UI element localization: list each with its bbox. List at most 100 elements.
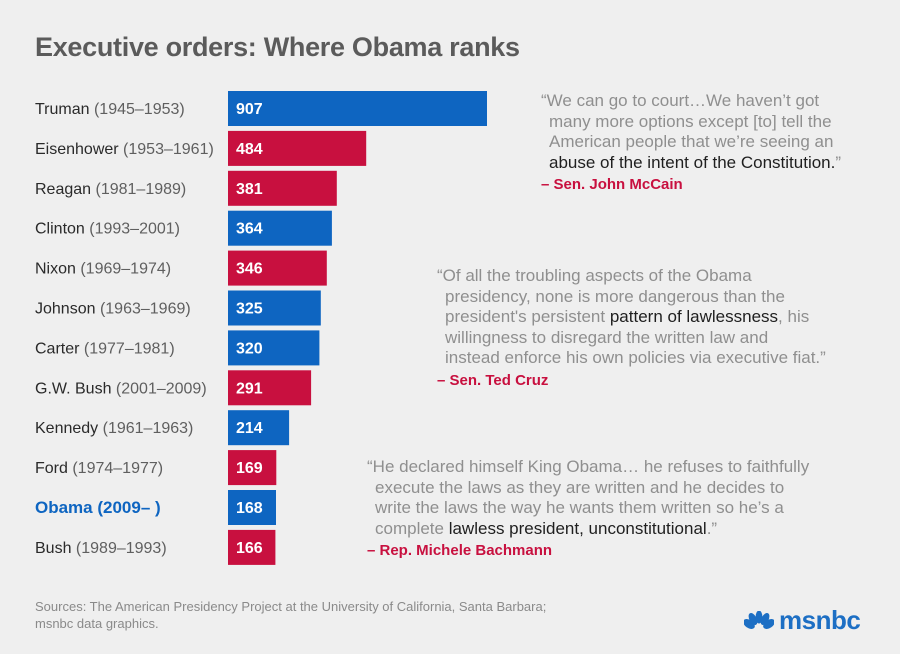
- quote-line: president's persistent pattern of lawles…: [437, 307, 826, 328]
- quote-line: “He declared himself King Obama… he refu…: [367, 457, 809, 478]
- bar-label-years: (1977–1981): [79, 340, 174, 357]
- bar-label: Bush (1989–1993): [35, 540, 167, 557]
- bar-truman: [228, 91, 487, 126]
- bar-value-label: 484: [236, 141, 263, 158]
- bar-value-label: 346: [236, 261, 263, 278]
- quote-text: , his: [778, 307, 810, 326]
- bar-label: Johnson (1963–1969): [35, 301, 191, 318]
- bar-label-name: Clinton: [35, 221, 85, 238]
- quote-highlight: pattern of lawlessness: [609, 307, 779, 326]
- quote-text: American people that we’re seeing an: [549, 132, 834, 151]
- bar-label-name: Kennedy: [35, 420, 98, 437]
- quote-highlight: abuse of the intent of the Constitution.: [549, 152, 836, 172]
- quote-mccain: “We can go to court…We haven’t got many m…: [541, 91, 841, 196]
- quote-line: complete lawless president, unconstituti…: [367, 519, 809, 540]
- bar-label-years: (2001–2009): [111, 380, 206, 397]
- bar-obama: [228, 490, 276, 525]
- bar-value-label: 907: [236, 101, 263, 118]
- quote-line: write the laws the way he wants them wri…: [367, 498, 809, 519]
- quote-text: “He declared himself King Obama… he refu…: [367, 457, 810, 476]
- logo-wordmark: msnbc: [779, 605, 861, 635]
- bar-label-years: (1961–1963): [98, 420, 193, 437]
- bar-label: Obama (2009– ): [35, 498, 161, 517]
- quote-line: willingness to disregard the written law…: [437, 328, 826, 349]
- bar-value-label: 169: [236, 460, 263, 477]
- sources-note: Sources: The American Presidency Project…: [35, 598, 546, 632]
- bar-label-years: (1974–1977): [68, 460, 163, 477]
- bar-value-label: 325: [236, 301, 263, 318]
- bar-label: Nixon (1969–1974): [35, 261, 171, 278]
- quote-text: president's persistent: [445, 307, 610, 326]
- quote-text: “Of all the troubling aspects of the Oba…: [437, 266, 752, 285]
- sources-line-2: msnbc data graphics.: [35, 616, 159, 631]
- quote-line: American people that we’re seeing an: [541, 132, 841, 153]
- bar-label-years: (1989–1993): [71, 540, 166, 557]
- bar-value-label: 381: [236, 181, 263, 198]
- bar-label-name: Obama: [35, 498, 93, 517]
- quote-line: presidency, none is more dangerous than …: [437, 287, 826, 308]
- quote-line: abuse of the intent of the Constitution.…: [541, 153, 841, 174]
- bar-value-label: 214: [236, 420, 263, 437]
- bar-label: Eisenhower (1953–1961): [35, 141, 214, 158]
- peacock-icon: [744, 610, 774, 629]
- bar-label-years: (1953–1961): [119, 141, 214, 158]
- bar-label-years: (1945–1953): [90, 101, 185, 118]
- quote-highlight: lawless president, unconstitutional: [448, 518, 707, 538]
- quote-text: presidency, none is more dangerous than …: [445, 286, 785, 306]
- chart-title: Executive orders: Where Obama ranks: [35, 32, 520, 62]
- bar-label-name: Johnson: [35, 301, 96, 318]
- quote-line: “We can go to court…We haven’t got: [541, 91, 841, 112]
- bar-label: G.W. Bush (2001–2009): [35, 380, 207, 397]
- quote-line: “Of all the troubling aspects of the Oba…: [437, 266, 826, 287]
- bar-label-name: G.W. Bush: [35, 380, 111, 397]
- bar-label-years: (1963–1969): [96, 301, 191, 318]
- bar-reagan: [228, 170, 337, 206]
- quote-attribution: – Sen. John McCain: [541, 176, 683, 193]
- bar-nixon: [228, 250, 327, 286]
- quote-text: write the laws the way he wants them wri…: [375, 498, 784, 517]
- bar-label-name: Ford: [35, 460, 68, 477]
- msnbc-logo: msnbc: [744, 605, 861, 636]
- quote-line: execute the laws as they are written and…: [367, 478, 809, 499]
- bar-value-label: 291: [236, 380, 263, 397]
- quote-text: ”: [835, 152, 842, 172]
- bar-label: Carter (1977–1981): [35, 340, 175, 357]
- quote-bachmann: “He declared himself King Obama… he refu…: [367, 457, 809, 562]
- bar-label-name: Carter: [35, 340, 80, 357]
- quote-text: “We can go to court…We haven’t got: [541, 91, 820, 110]
- bar-label-years: (1981–1989): [91, 181, 186, 198]
- quote-text: instead enforce his own policies via exe…: [445, 348, 826, 367]
- bar-eisenhower: [228, 130, 367, 166]
- bar-label-name: Reagan: [35, 181, 91, 198]
- bar-label-name: Truman: [35, 101, 90, 118]
- bar-clinton: [228, 210, 332, 246]
- bar-johnson: [228, 290, 321, 326]
- quote-text: .”: [706, 518, 718, 538]
- quote-line: instead enforce his own policies via exe…: [437, 348, 826, 369]
- bar-value-label: 320: [236, 340, 263, 357]
- bar-label-years: (1969–1974): [76, 261, 171, 278]
- quote-cruz: “Of all the troubling aspects of the Oba…: [437, 266, 826, 391]
- bar-label-years: (1993–2001): [85, 221, 180, 238]
- bar-g-w-bush: [228, 370, 312, 406]
- bar-label: Reagan (1981–1989): [35, 181, 186, 198]
- bar-label: Kennedy (1961–1963): [35, 420, 193, 437]
- quote-text: complete: [375, 518, 449, 538]
- bar-carter: [228, 330, 320, 366]
- sources-line-1: Sources: The American Presidency Project…: [35, 599, 547, 614]
- quote-attribution: – Rep. Michele Bachmann: [367, 542, 553, 559]
- bar-bush: [228, 529, 276, 565]
- bar-label-name: Eisenhower: [35, 141, 119, 158]
- bar-ford: [228, 450, 277, 486]
- bar-value-label: 168: [236, 500, 263, 517]
- bar-label-name: Bush: [35, 540, 71, 557]
- bar-label: Truman (1945–1953): [35, 101, 185, 118]
- bar-label: Ford (1974–1977): [35, 460, 163, 477]
- quote-text: execute the laws as they are written and…: [375, 477, 785, 497]
- bar-label-years: (2009– ): [93, 498, 161, 517]
- quote-text: many more options except [to] tell the: [549, 111, 832, 131]
- quote-attribution: – Sen. Ted Cruz: [437, 371, 549, 389]
- quote-line: many more options except [to] tell the: [541, 112, 841, 133]
- bar-value-label: 166: [236, 540, 263, 557]
